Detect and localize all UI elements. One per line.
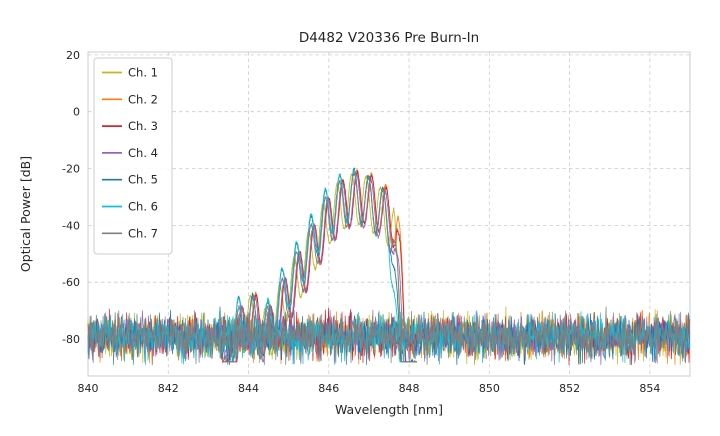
- tick-layer: 840 842 844 846 848 850 852 854 20 0 -20 -40 -60 -80: [62, 49, 660, 395]
- y-tick-label: 0: [73, 106, 80, 119]
- legend-label: Ch. 2: [128, 92, 158, 106]
- y-tick-label: -40: [62, 219, 80, 232]
- chart-title: D4482 V20336 Pre Burn-In: [299, 30, 479, 46]
- x-tick-label: 850: [479, 382, 500, 395]
- y-tick-label: -80: [62, 333, 80, 346]
- legend-label: Ch. 3: [128, 119, 158, 133]
- trace-layer: [87, 167, 690, 365]
- legend-box: [93, 57, 173, 255]
- legend-label: Ch. 4: [128, 146, 158, 160]
- x-tick-label: 846: [318, 382, 339, 395]
- x-tick-label: 844: [238, 382, 259, 395]
- y-tick-label: -20: [62, 163, 80, 176]
- x-tick-label: 842: [158, 382, 179, 395]
- y-axis-label: Optical Power [dB]: [18, 156, 33, 272]
- x-tick-label: 840: [78, 382, 99, 395]
- y-tick-label: -60: [62, 276, 80, 289]
- trace-noise: [87, 306, 690, 365]
- legend-label: Ch. 1: [128, 66, 158, 80]
- x-tick-label: 852: [559, 382, 580, 395]
- trace-signal: [222, 172, 418, 363]
- x-axis-label: Wavelength [nm]: [335, 402, 443, 417]
- x-tick-label: 854: [639, 382, 660, 395]
- legend-label: Ch. 5: [128, 173, 158, 187]
- legend-label: Ch. 6: [128, 200, 158, 214]
- legend-label: Ch. 7: [128, 226, 158, 240]
- plot-border: [87, 51, 691, 377]
- y-tick-label: 20: [66, 49, 80, 62]
- legend-layer: Ch. 1 Ch. 2 Ch. 3 Ch. 4 Ch. 5 Ch. 6 Ch. 7: [93, 57, 173, 255]
- x-tick-label: 848: [399, 382, 420, 395]
